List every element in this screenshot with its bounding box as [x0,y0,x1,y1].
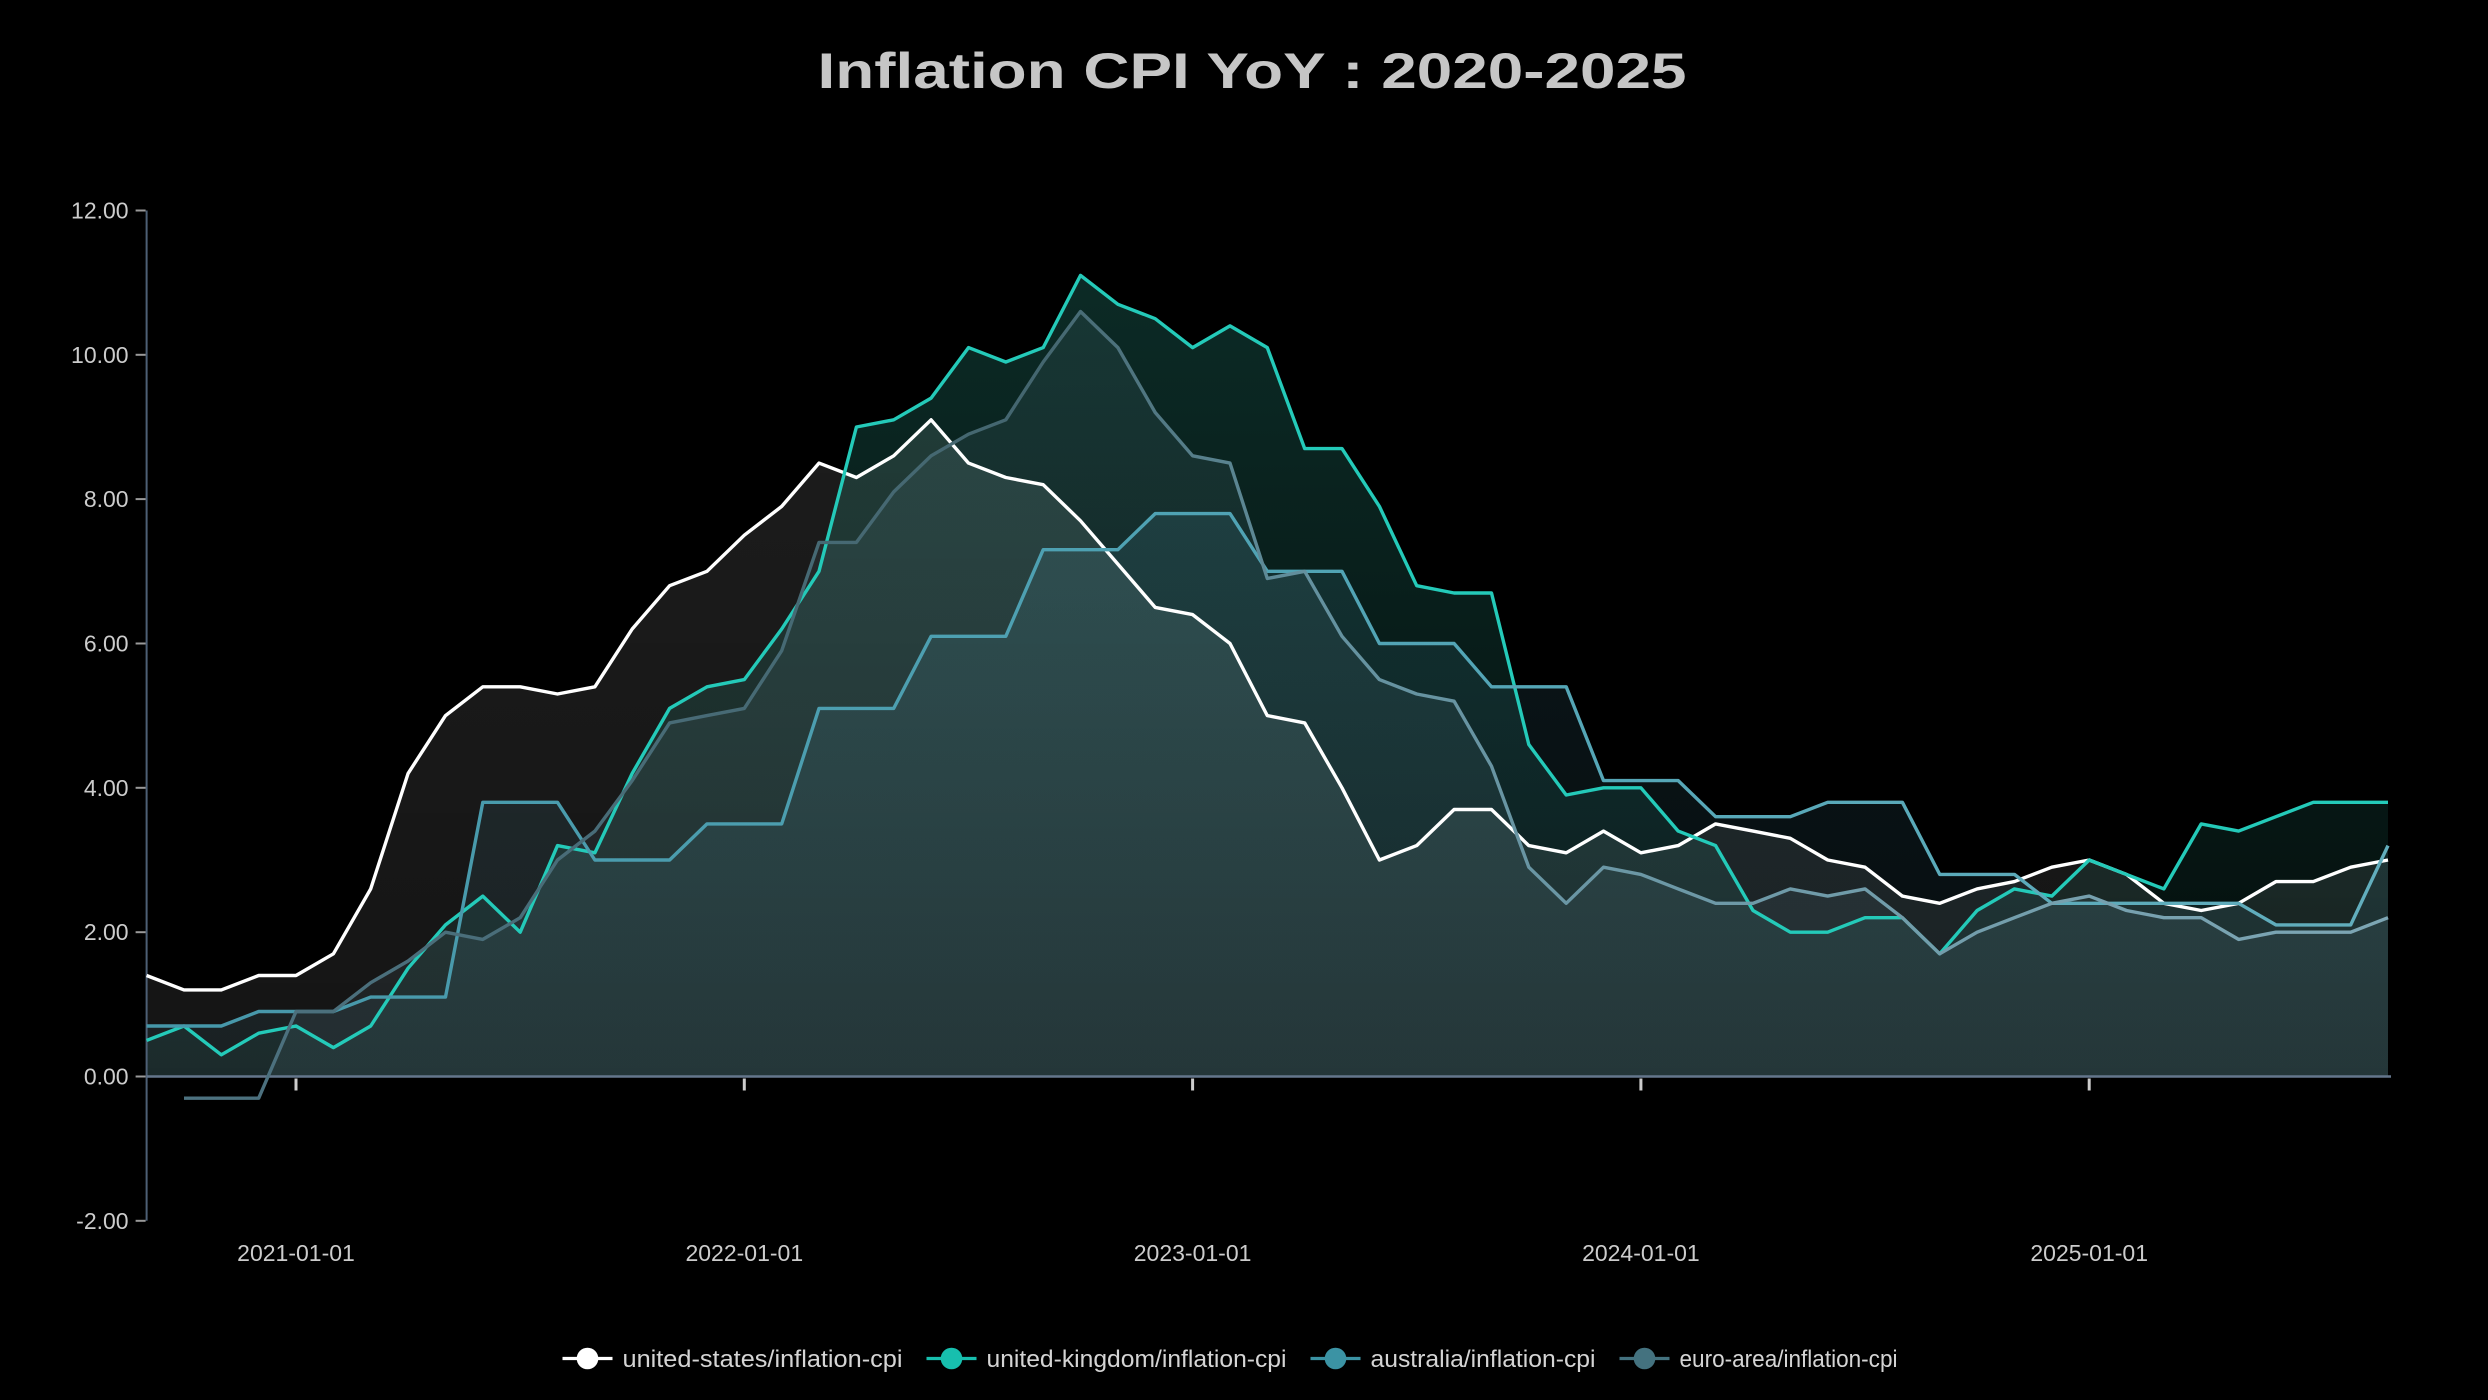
svg-text:0.00: 0.00 [84,1064,129,1090]
svg-text:2022-01-01: 2022-01-01 [685,1240,803,1266]
svg-text:8.00: 8.00 [84,486,129,512]
svg-text:australia/inflation-cpi: australia/inflation-cpi [1371,1346,1596,1373]
svg-text:2023-01-01: 2023-01-01 [1134,1240,1252,1266]
svg-text:2025-01-01: 2025-01-01 [2030,1240,2148,1266]
svg-text:12.00: 12.00 [71,198,129,224]
svg-text:-2.00: -2.00 [76,1208,128,1234]
svg-text:4.00: 4.00 [84,775,129,801]
svg-text:2021-01-01: 2021-01-01 [237,1240,355,1266]
svg-text:united-kingdom/inflation-cpi: united-kingdom/inflation-cpi [987,1346,1287,1373]
svg-text:2024-01-01: 2024-01-01 [1582,1240,1700,1266]
svg-text:euro-area/inflation-cpi: euro-area/inflation-cpi [1680,1346,1898,1373]
svg-text:Inflation CPI YoY : 2020-2025: Inflation CPI YoY : 2020-2025 [818,43,1687,99]
svg-text:10.00: 10.00 [71,342,129,368]
svg-text:2.00: 2.00 [84,919,129,945]
svg-text:united-states/inflation-cpi: united-states/inflation-cpi [623,1346,903,1373]
svg-text:6.00: 6.00 [84,631,129,657]
